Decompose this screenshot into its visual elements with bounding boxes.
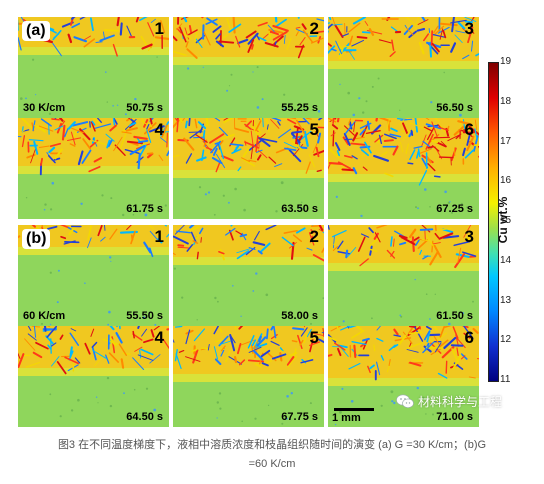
panel-b5: 5 67.75 s xyxy=(173,326,324,427)
panel-number: 2 xyxy=(309,227,319,246)
wechat-icon xyxy=(396,394,414,409)
panel-b2: 2 58.00 s xyxy=(173,225,324,326)
dendrite-texture xyxy=(328,118,479,219)
panel-number: 4 xyxy=(154,328,164,347)
time-label: 67.25 s xyxy=(436,203,473,215)
scale-bar xyxy=(334,408,374,411)
dendrite-texture xyxy=(173,326,324,427)
colorbar-tick-label: 14 xyxy=(500,254,512,266)
colorbar-tick-label: 19 xyxy=(500,56,512,67)
colorbar-tick-label: 18 xyxy=(500,95,512,107)
panel-number: 2 xyxy=(309,19,319,38)
group-b-label: (b) xyxy=(22,229,51,249)
colorbar-title: Cu wt.% xyxy=(496,196,510,244)
panel-a2: 2 55.25 s xyxy=(173,17,324,118)
colorbar-tick-label: 13 xyxy=(500,294,512,306)
panel-a4: 4 61.75 s xyxy=(18,118,169,219)
dendrite-texture xyxy=(328,17,479,118)
watermark: 材料科学与工程 xyxy=(396,393,502,410)
panel-number: 4 xyxy=(154,120,164,139)
caption-line-1: 图3 在不同温度梯度下，液相中溶质浓度和枝晶组织随时间的演变 (a) G =30… xyxy=(57,439,487,451)
figure: (a) 1 30 K/cm 50.75 s 2 55.25 s 3 56.50 … xyxy=(18,17,512,427)
panel-b4: 4 64.50 s xyxy=(18,326,169,427)
time-label: 55.25 s xyxy=(281,102,318,114)
dendrite-texture xyxy=(18,17,169,118)
panel-number: 5 xyxy=(309,120,319,139)
panel-number: 6 xyxy=(464,328,474,347)
panel-number: 3 xyxy=(464,19,474,38)
colorbar-tick-label: 17 xyxy=(500,135,512,147)
time-label: 56.50 s xyxy=(436,102,473,114)
caption-line-2: =60 K/cm xyxy=(248,458,296,470)
dendrite-texture xyxy=(173,225,324,326)
panel-b6: 1 mm 6 71.00 s xyxy=(328,326,479,427)
figure-caption: 图3 在不同温度梯度下，液相中溶质浓度和枝晶组织随时间的演变 (a) G =30… xyxy=(0,436,544,474)
colorbar-tick-label: 15 xyxy=(500,215,512,226)
gradient-label: 60 K/cm xyxy=(23,310,66,322)
dendrite-texture xyxy=(173,17,324,118)
time-label: 67.75 s xyxy=(281,411,318,423)
dendrite-texture xyxy=(173,118,324,219)
watermark-text: 材料科学与工程 xyxy=(418,395,503,409)
time-label: 71.00 s xyxy=(436,411,473,423)
panel-number: 1 xyxy=(154,19,164,38)
colorbar-tick-label: 16 xyxy=(500,175,512,187)
panel-b1: (b) 1 60 K/cm 55.50 s xyxy=(18,225,169,326)
dendrite-texture xyxy=(328,225,479,326)
dendrite-texture xyxy=(18,118,169,219)
panel-number: 1 xyxy=(154,227,164,246)
panel-a6: 6 67.25 s xyxy=(328,118,479,219)
panel-number: 6 xyxy=(464,120,474,139)
time-label: 63.50 s xyxy=(281,203,318,215)
gradient-label: 30 K/cm xyxy=(23,102,66,114)
panel-a1: (a) 1 30 K/cm 50.75 s xyxy=(18,17,169,118)
dendrite-texture xyxy=(18,326,169,427)
colorbar xyxy=(488,62,499,382)
time-label: 61.75 s xyxy=(126,203,163,215)
panel-number: 3 xyxy=(464,227,474,246)
time-label: 64.50 s xyxy=(126,411,163,423)
group-a-label: (a) xyxy=(22,21,50,41)
scale-bar-label: 1 mm xyxy=(332,412,361,424)
colorbar-tick-label: 11 xyxy=(500,374,511,385)
time-label: 58.00 s xyxy=(281,310,318,322)
panel-b3: 3 61.50 s xyxy=(328,225,479,326)
panel-a3: 3 56.50 s xyxy=(328,17,479,118)
time-label: 61.50 s xyxy=(436,310,473,322)
panel-number: 5 xyxy=(309,328,319,347)
time-label: 55.50 s xyxy=(126,310,163,322)
colorbar-tick-label: 12 xyxy=(500,334,512,346)
time-label: 50.75 s xyxy=(126,102,163,114)
panel-a5: 5 63.50 s xyxy=(173,118,324,219)
